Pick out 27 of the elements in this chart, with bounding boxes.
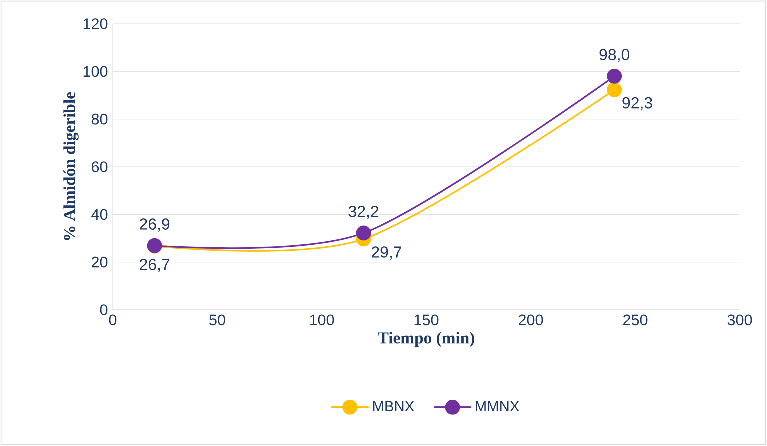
y-tick-label: 120 bbox=[84, 18, 108, 30]
data-label: 26,9 bbox=[140, 218, 170, 232]
x-tick-label: 200 bbox=[518, 314, 544, 326]
y-tick-label: 0 bbox=[100, 304, 108, 316]
y-tick-label: 20 bbox=[92, 256, 108, 268]
y-tick-label: 60 bbox=[92, 162, 108, 172]
data-label: 92,3 bbox=[622, 97, 652, 111]
data-label: 98,0 bbox=[600, 49, 630, 62]
legend-label: MMNX bbox=[476, 401, 520, 412]
data-label: 32,2 bbox=[348, 206, 379, 220]
y-axis-title: % Almidón digerible bbox=[64, 92, 79, 240]
x-tick-label: 50 bbox=[210, 314, 226, 326]
point bbox=[607, 68, 622, 84]
y-tick-label: 100 bbox=[84, 66, 108, 78]
x-tick-label: 0 bbox=[109, 314, 117, 326]
x-tick-label: 150 bbox=[414, 314, 439, 326]
data-label: 29,7 bbox=[372, 246, 402, 260]
x-tick-label: 100 bbox=[310, 314, 334, 326]
point bbox=[356, 226, 372, 241]
y-tick-label: 40 bbox=[92, 209, 108, 220]
x-tick-label: 300 bbox=[728, 314, 752, 326]
x-tick-label: 250 bbox=[623, 314, 648, 326]
point bbox=[607, 82, 622, 98]
y-tick-label: 80 bbox=[92, 114, 108, 125]
legend-label: MBNX bbox=[373, 401, 414, 412]
x-axis-title: Tiempo (min) bbox=[378, 332, 474, 348]
data-label: 26,7 bbox=[140, 259, 170, 272]
